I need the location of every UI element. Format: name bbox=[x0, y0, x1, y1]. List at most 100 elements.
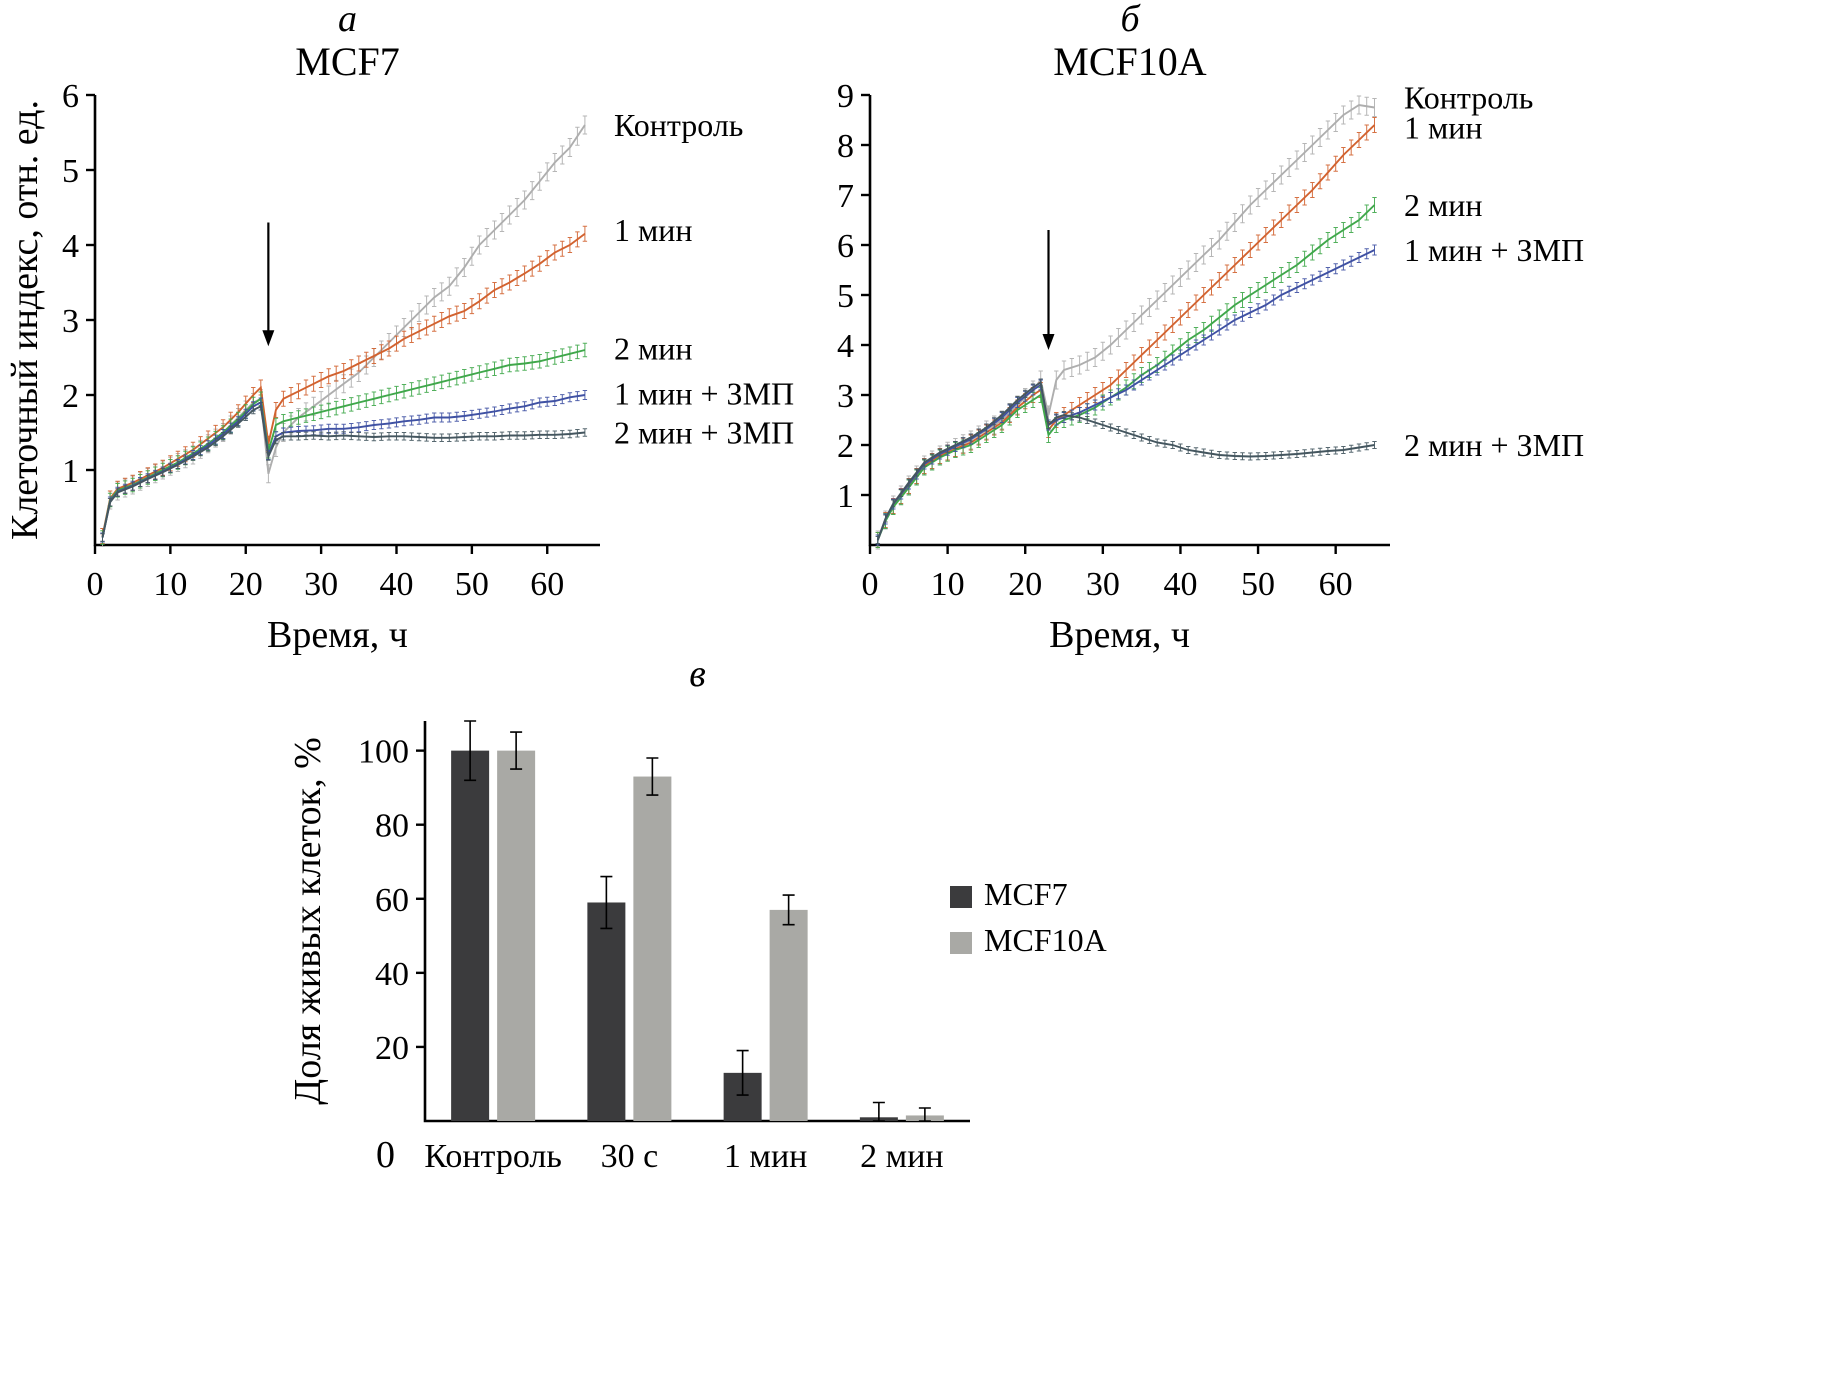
line-chart-mcf7: 0 10 20 30 40 50 60 1 2 3 4 5 6 Время, ч Клеточный инд… bbox=[4, 78, 794, 656]
series-label: 2 мин bbox=[1404, 187, 1483, 223]
series-line bbox=[101, 349, 586, 538]
category-label: 1 мин bbox=[724, 1138, 807, 1175]
series-label: 2 мин + ЗМП bbox=[614, 415, 794, 451]
series-2 мин: 2 мин bbox=[875, 187, 1483, 548]
series-Контроль: Контроль bbox=[875, 80, 1533, 550]
y-tick-label: 4 bbox=[62, 228, 79, 265]
series-line bbox=[101, 404, 585, 538]
y-tick-label: 6 bbox=[62, 78, 79, 115]
error-bars bbox=[875, 244, 1377, 546]
series-line bbox=[876, 249, 1375, 541]
panel-a-mcf7: а MCF7 0 10 20 30 40 50 60 1 2 3 4 5 6 Время, ч Клеточ… bbox=[0, 0, 900, 665]
error-bar bbox=[510, 731, 523, 770]
legend-swatch-MCF10A bbox=[950, 932, 972, 954]
y-tick-label: 4 bbox=[837, 328, 854, 365]
x-tick-label: 20 bbox=[229, 566, 263, 603]
axes bbox=[93, 95, 600, 547]
bar-MCF7-Контроль bbox=[451, 750, 490, 1121]
panel-c-viability: в 20 40 60 80 100 0 Доля живых клеток, % Контро… bbox=[230, 655, 1380, 1373]
series-1 мин + ЗМП: 1 мин + ЗМП bbox=[100, 376, 794, 543]
category-label: 30 с bbox=[601, 1138, 659, 1175]
panel-b-letter: б bbox=[1120, 0, 1140, 40]
x-tick-label: 40 bbox=[1163, 566, 1197, 603]
y-tick-label: 80 bbox=[375, 808, 409, 845]
error-bar bbox=[600, 875, 613, 930]
category-label: 2 мин bbox=[860, 1138, 943, 1175]
treatment-arrow-head bbox=[1042, 334, 1055, 350]
series-label: Контроль bbox=[1404, 80, 1533, 116]
x-axis-label: Время, ч bbox=[1049, 614, 1190, 656]
plot-area: 0 10 20 30 40 50 60 1 2 3 4 5 6 Время, ч Клеточный инд… bbox=[4, 78, 794, 656]
series-label: 1 мин + ЗМП bbox=[1404, 232, 1584, 268]
axes bbox=[868, 95, 1390, 547]
error-bars bbox=[100, 115, 588, 547]
error-bar bbox=[646, 757, 659, 796]
y-tick-label: 9 bbox=[837, 78, 854, 115]
y-tick-label: 1 bbox=[62, 453, 79, 490]
panel-c-letter: в bbox=[689, 653, 706, 695]
panel-a-title: MCF7 bbox=[295, 39, 400, 84]
x-tick-label: 50 bbox=[1241, 566, 1275, 603]
series-line bbox=[876, 380, 1375, 541]
series-line bbox=[876, 124, 1376, 541]
x-tick-label: 50 bbox=[455, 566, 489, 603]
y-tick-label: 5 bbox=[837, 278, 854, 315]
y-tick-label: 5 bbox=[62, 153, 79, 190]
series-2 мин + ЗМП: 2 мин + ЗМП bbox=[100, 402, 794, 542]
legend-label-MCF10A: MCF10A bbox=[984, 922, 1107, 958]
y-tick-label: 2 bbox=[62, 378, 79, 415]
y-tick-label: 7 bbox=[837, 178, 854, 215]
legend-label-MCF7: MCF7 bbox=[984, 876, 1068, 912]
category-label: Контроль bbox=[424, 1138, 561, 1175]
y-tick-label: 100 bbox=[358, 734, 409, 771]
bar-MCF10A-1 мин bbox=[769, 909, 808, 1121]
y-tick-label: 60 bbox=[375, 882, 409, 919]
y-axis-label: Доля живых клеток, % bbox=[287, 737, 329, 1104]
x-tick-label: 10 bbox=[153, 566, 187, 603]
series-label: 1 мин bbox=[614, 212, 693, 248]
error-bar bbox=[464, 720, 477, 782]
series-line bbox=[101, 124, 586, 538]
panel-b-title: MCF10A bbox=[1053, 39, 1207, 84]
panel-b-mcf10a: б MCF10A 0 10 20 30 40 50 60 1 2 3 4 5 6 7 8 9 Время, ч К… bbox=[800, 0, 1836, 665]
series-1 мин + ЗМП: 1 мин + ЗМП bbox=[875, 232, 1584, 546]
error-bar bbox=[918, 1107, 931, 1122]
series-label: 2 мин + ЗМП bbox=[1404, 427, 1584, 463]
origin-label: 0 bbox=[376, 1134, 395, 1176]
y-tick-label: 2 bbox=[837, 428, 854, 465]
x-tick-label: 10 bbox=[931, 566, 965, 603]
x-tick-label: 30 bbox=[304, 566, 338, 603]
series-label: 1 мин bbox=[1404, 110, 1483, 146]
y-tick-label: 6 bbox=[837, 228, 854, 265]
series-label: 1 мин + ЗМП bbox=[614, 376, 794, 412]
x-tick-label: 30 bbox=[1086, 566, 1120, 603]
y-tick-label: 1 bbox=[837, 478, 854, 515]
error-bars bbox=[875, 378, 1377, 544]
error-bar bbox=[736, 1049, 749, 1096]
series-Контроль: Контроль bbox=[100, 107, 743, 547]
x-tick-label: 0 bbox=[862, 566, 879, 603]
y-tick-label: 40 bbox=[375, 956, 409, 993]
panel-a-letter: а bbox=[338, 0, 357, 40]
bar-MCF7-30 с bbox=[587, 902, 626, 1121]
x-tick-label: 0 bbox=[87, 566, 104, 603]
y-tick-label: 3 bbox=[62, 303, 79, 340]
series-2 мин + ЗМП: 2 мин + ЗМП bbox=[875, 378, 1584, 544]
series-label: Контроль bbox=[614, 107, 743, 143]
series-1 мин: 1 мин bbox=[875, 110, 1483, 548]
x-tick-label: 60 bbox=[1319, 566, 1353, 603]
error-bar bbox=[872, 1101, 885, 1122]
bar-chart-viability: 20 40 60 80 100 0 Доля живых клеток, % Контроль… bbox=[287, 720, 1107, 1176]
x-tick-label: 60 bbox=[530, 566, 564, 603]
x-tick-label: 40 bbox=[379, 566, 413, 603]
error-bars bbox=[875, 95, 1377, 550]
series-2 мин: 2 мин bbox=[100, 331, 693, 545]
treatment-arrow-head bbox=[262, 330, 275, 347]
x-axis-label: Время, ч bbox=[267, 614, 408, 656]
y-tick-label: 3 bbox=[837, 378, 854, 415]
error-bar bbox=[782, 894, 795, 926]
plot-area: 20 40 60 80 100 0 Доля живых клеток, % Контроль… bbox=[287, 720, 1107, 1176]
